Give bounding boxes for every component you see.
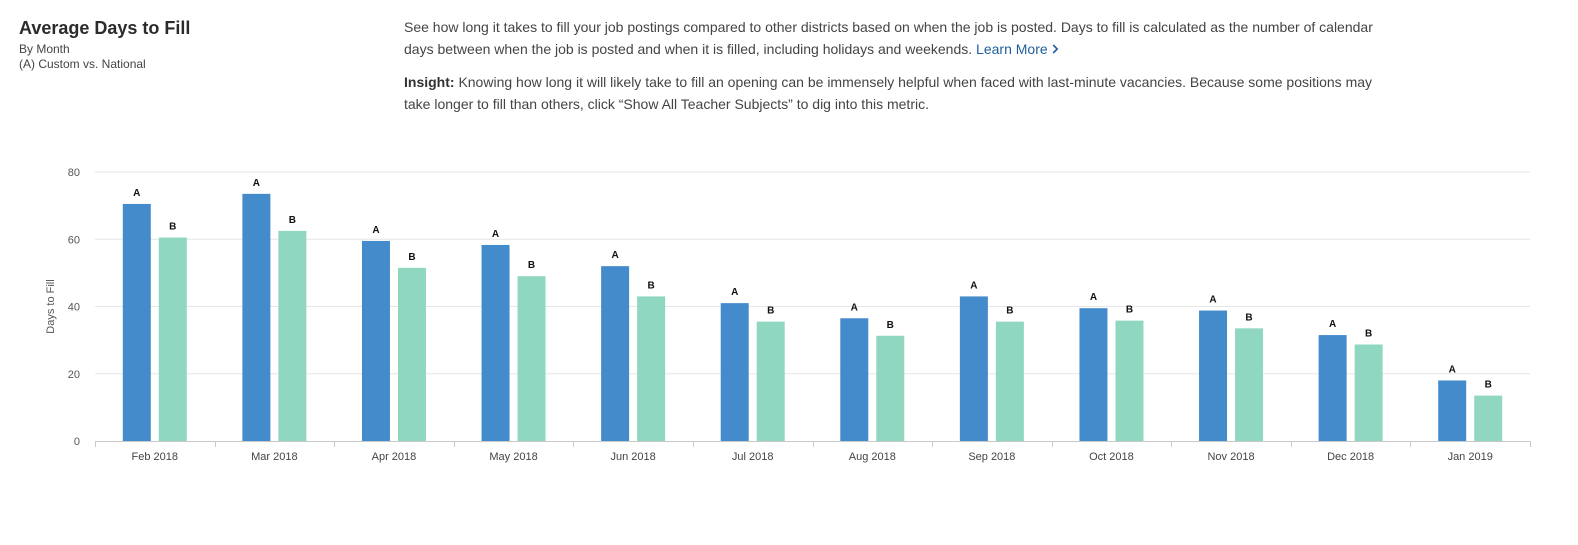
bar-a bbox=[1199, 310, 1228, 441]
x-tick-label: Jan 2019 bbox=[1448, 451, 1493, 463]
insight-label: Insight: bbox=[404, 74, 455, 90]
y-tick-label: 0 bbox=[74, 436, 80, 448]
bar-a bbox=[242, 193, 271, 441]
subtitle-period: By Month bbox=[19, 42, 70, 56]
x-tick-label: Feb 2018 bbox=[132, 451, 178, 463]
learn-more-label: Learn More bbox=[976, 41, 1048, 57]
bar-label: A bbox=[731, 287, 738, 298]
x-tick-label: Mar 2018 bbox=[251, 451, 297, 463]
bar-label: A bbox=[492, 229, 499, 240]
bar-label: B bbox=[1245, 312, 1252, 323]
bar-b bbox=[1354, 344, 1383, 441]
bar-label: A bbox=[1209, 295, 1216, 306]
bar-label: B bbox=[648, 280, 655, 291]
bar-b bbox=[756, 321, 785, 441]
bar-b bbox=[1474, 395, 1503, 441]
title-block: Average Days to Fill By Month (A) Custom… bbox=[19, 17, 190, 72]
bar-label: A bbox=[1090, 292, 1097, 303]
bar-label: A bbox=[1329, 319, 1336, 330]
description-text: See how long it takes to fill your job p… bbox=[404, 19, 1373, 57]
bar-label: B bbox=[767, 306, 774, 317]
x-tick-label: Nov 2018 bbox=[1207, 451, 1254, 463]
bar-label: B bbox=[289, 215, 296, 226]
bar-a bbox=[1079, 308, 1108, 441]
bar-label: B bbox=[169, 222, 176, 233]
bar-label: A bbox=[253, 178, 260, 189]
bar-b bbox=[637, 296, 666, 441]
bar-label: A bbox=[372, 225, 379, 236]
bar-label: B bbox=[528, 260, 535, 271]
bar-a bbox=[122, 203, 151, 441]
bar-a bbox=[720, 303, 749, 441]
bar-b bbox=[995, 321, 1024, 441]
x-tick-label: Oct 2018 bbox=[1089, 451, 1134, 463]
y-axis-title: Days to Fill bbox=[45, 279, 57, 333]
x-tick-label: Apr 2018 bbox=[372, 451, 417, 463]
bar-a bbox=[361, 240, 390, 441]
bar-label: B bbox=[1485, 380, 1492, 391]
bar-label: B bbox=[408, 252, 415, 263]
bar-label: A bbox=[1449, 364, 1456, 375]
bar-label: B bbox=[887, 320, 894, 331]
x-tick-label: Jun 2018 bbox=[610, 451, 655, 463]
bar-a bbox=[1318, 335, 1347, 441]
x-tick-label: Aug 2018 bbox=[849, 451, 896, 463]
bar-a bbox=[481, 244, 510, 441]
bar-b bbox=[1235, 328, 1264, 441]
y-tick-label: 40 bbox=[68, 302, 80, 314]
bar-a bbox=[840, 318, 869, 441]
bar-a bbox=[601, 266, 630, 441]
y-tick-label: 20 bbox=[68, 369, 80, 381]
bar-label: A bbox=[612, 250, 619, 261]
insight-text: Knowing how long it will likely take to … bbox=[404, 74, 1373, 112]
x-tick-label: Dec 2018 bbox=[1327, 451, 1374, 463]
description-block: See how long it takes to fill your job p… bbox=[404, 16, 1394, 126]
bar-a bbox=[959, 296, 988, 441]
x-tick-label: Sep 2018 bbox=[968, 451, 1015, 463]
description-paragraph: See how long it takes to fill your job p… bbox=[404, 16, 1394, 60]
bar-label: A bbox=[851, 302, 858, 313]
bar-b bbox=[278, 230, 307, 441]
bar-label: A bbox=[970, 280, 977, 291]
bar-chart: 0 20 40 60 80 Days to Fill Feb 2018 A B Mar 2018 A… bbox=[45, 167, 1531, 463]
y-tick-label: 60 bbox=[68, 234, 80, 246]
bar-label: B bbox=[1365, 328, 1372, 339]
x-tick-label: Jul 2018 bbox=[732, 451, 774, 463]
bar-label: B bbox=[1126, 305, 1133, 316]
bar-b bbox=[876, 335, 905, 441]
page-title: Average Days to Fill bbox=[19, 18, 191, 38]
bar-b bbox=[517, 276, 546, 441]
bar-b bbox=[397, 267, 426, 441]
y-tick-label: 80 bbox=[68, 167, 80, 179]
bar-label: A bbox=[133, 188, 140, 199]
bar-b bbox=[1115, 320, 1144, 441]
insight-paragraph: Insight: Knowing how long it will likely… bbox=[404, 71, 1394, 115]
chevron-right-icon bbox=[1052, 44, 1058, 54]
bar-label: B bbox=[1006, 306, 1013, 317]
bar-b bbox=[158, 237, 187, 441]
subtitle-comparison: (A) Custom vs. National bbox=[19, 57, 146, 71]
x-tick-label: May 2018 bbox=[489, 451, 537, 463]
bar-a bbox=[1438, 380, 1467, 441]
learn-more-link[interactable]: Learn More bbox=[976, 41, 1058, 57]
